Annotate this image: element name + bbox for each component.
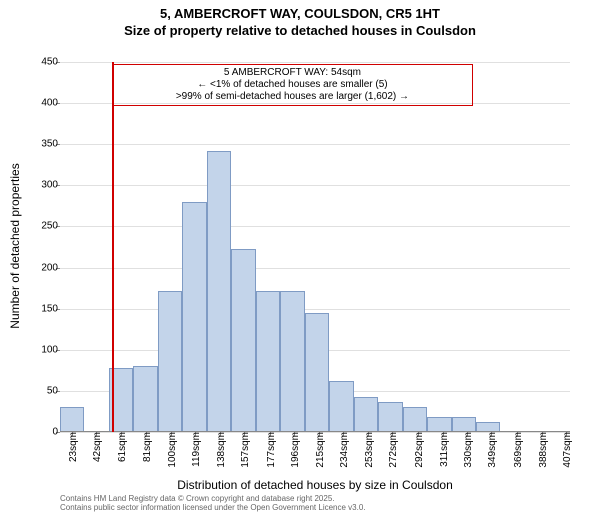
y-axis-label: Number of detached properties — [8, 163, 22, 328]
histogram-bar — [354, 397, 378, 432]
grid-line — [60, 268, 570, 269]
x-tick-label: 253sqm — [364, 432, 375, 478]
histogram-bar — [60, 407, 84, 432]
x-tick-label: 196sqm — [290, 432, 301, 478]
x-tick-label: 157sqm — [240, 432, 251, 478]
x-tick-label: 81sqm — [142, 432, 153, 478]
histogram-bar — [256, 291, 280, 432]
histogram-bar — [231, 249, 255, 432]
x-tick-label: 234sqm — [339, 432, 350, 478]
grid-line — [60, 185, 570, 186]
x-tick-label: 119sqm — [191, 432, 202, 478]
footnote-line1: Contains HM Land Registry data © Crown c… — [60, 494, 335, 503]
histogram-bar — [133, 366, 157, 432]
y-tick-label: 100 — [36, 344, 58, 355]
x-tick-label: 177sqm — [266, 432, 277, 478]
x-tick-label: 61sqm — [117, 432, 128, 478]
histogram-bar — [280, 291, 304, 432]
x-tick-label: 330sqm — [463, 432, 474, 478]
histogram-bar — [207, 151, 231, 432]
y-tick-label: 150 — [36, 303, 58, 314]
annotation-line2: ← <1% of detached houses are smaller (5) — [117, 79, 469, 91]
y-tick-label: 200 — [36, 262, 58, 273]
x-tick-label: 215sqm — [315, 432, 326, 478]
histogram-bar — [427, 417, 451, 432]
x-tick-label: 292sqm — [414, 432, 425, 478]
histogram-bar — [182, 202, 206, 432]
y-tick-label: 450 — [36, 57, 58, 68]
histogram-bar — [305, 313, 329, 432]
x-tick-label: 100sqm — [167, 432, 178, 478]
x-tick-label: 311sqm — [439, 432, 450, 478]
x-tick-label: 349sqm — [487, 432, 498, 478]
y-tick-label: 0 — [36, 427, 58, 438]
y-tick-label: 400 — [36, 98, 58, 109]
footnote-line2: Contains public sector information licen… — [60, 503, 366, 512]
grid-line — [60, 309, 570, 310]
x-tick-label: 42sqm — [92, 432, 103, 478]
histogram-bar — [158, 291, 182, 432]
page-subtitle: Size of property relative to detached ho… — [0, 23, 600, 38]
x-tick-label: 407sqm — [562, 432, 573, 478]
histogram-bar — [378, 402, 402, 432]
x-tick-label: 388sqm — [538, 432, 549, 478]
y-tick-label: 300 — [36, 180, 58, 191]
x-tick-label: 138sqm — [216, 432, 227, 478]
page-title: 5, AMBERCROFT WAY, COULSDON, CR5 1HT — [0, 6, 600, 21]
annotation-line1: 5 AMBERCROFT WAY: 54sqm — [117, 67, 469, 79]
chart-plot-area: 5 AMBERCROFT WAY: 54sqm← <1% of detached… — [60, 62, 570, 432]
annotation-box: 5 AMBERCROFT WAY: 54sqm← <1% of detached… — [112, 64, 474, 106]
y-tick-label: 50 — [36, 385, 58, 396]
x-tick-label: 23sqm — [68, 432, 79, 478]
x-tick-label: 272sqm — [388, 432, 399, 478]
y-tick-label: 250 — [36, 221, 58, 232]
property-marker-line — [112, 62, 114, 432]
footnote: Contains HM Land Registry data © Crown c… — [60, 494, 570, 512]
histogram-bar — [452, 417, 476, 432]
histogram-bar — [403, 407, 427, 432]
y-tick-label: 350 — [36, 139, 58, 150]
histogram-bar — [329, 381, 353, 432]
x-tick-label: 369sqm — [513, 432, 524, 478]
grid-line — [60, 226, 570, 227]
annotation-line3: >99% of semi-detached houses are larger … — [117, 91, 469, 103]
grid-line — [60, 144, 570, 145]
x-axis-label: Distribution of detached houses by size … — [60, 478, 570, 492]
